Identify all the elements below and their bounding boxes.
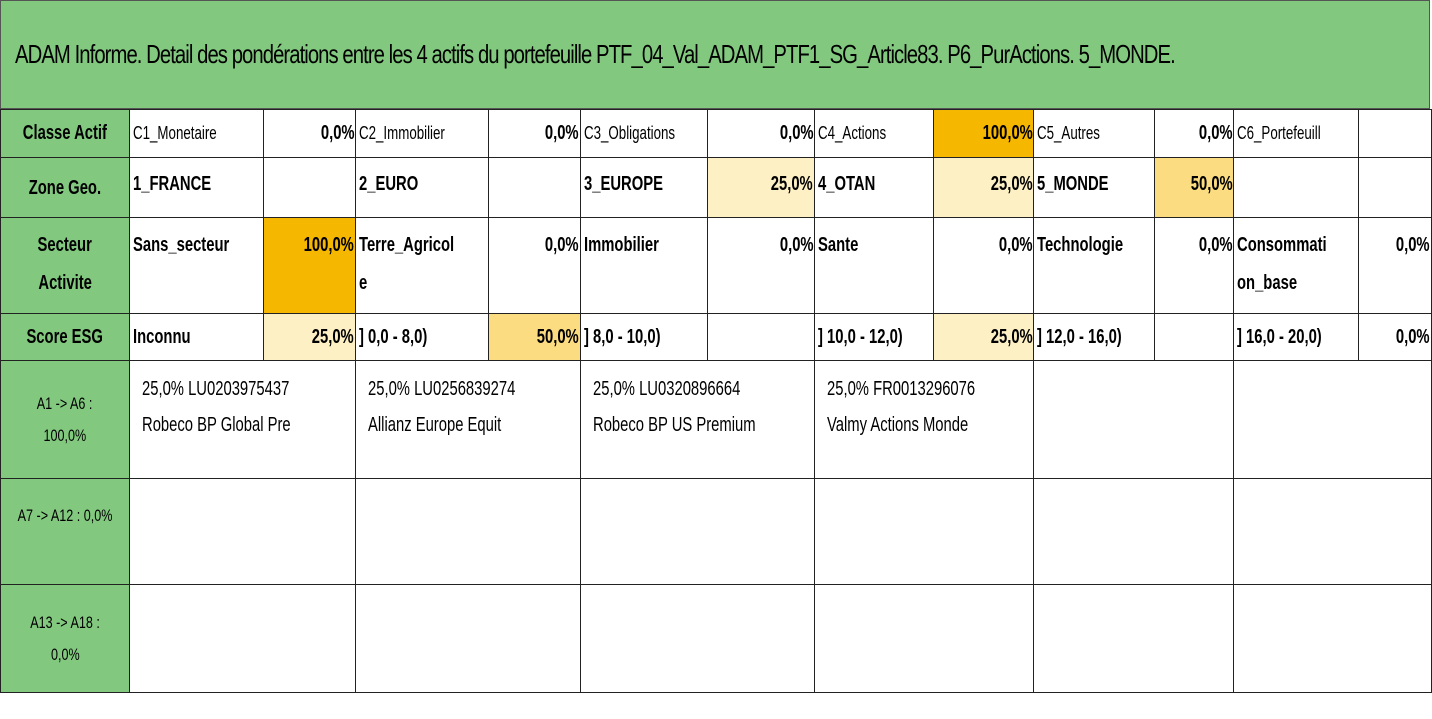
cell-zone-name[interactable]: 5_MONDE [1033,157,1155,218]
asset-cell-empty[interactable] [1033,478,1235,585]
cell-sector-pct[interactable]: 0,0% [1358,217,1432,314]
cell-class-pct[interactable]: 100,0% [932,109,1035,158]
report-title: ADAM Informe. Detail des pondérations en… [15,39,1176,69]
cell-sector-pct[interactable]: 0,0% [706,217,816,314]
cell-class-pct[interactable]: 0,0% [1153,109,1235,158]
cell-esg-name[interactable]: Inconnu [129,313,265,361]
cell-sector-name[interactable]: Immobilier [579,217,708,314]
cell-zone-name[interactable]: 1_FRANCE [129,157,265,218]
cell-sector-name[interactable]: Consommati on_base [1233,217,1360,314]
row-label-assets-a13-a18[interactable]: A13 -> A18 :0,0% [0,584,131,693]
cell-esg-name[interactable]: ] 0,0 - 8,0) [355,313,489,361]
row-classe-actif: Classe Actif C1_Monetaire 0,0% C2_Immobi… [0,109,1432,158]
cell-esg-pct[interactable]: 50,0% [487,313,581,361]
cell-class-pct[interactable]: 0,0% [487,109,581,158]
asset-cell-empty[interactable] [1033,584,1235,693]
cell-class-pct[interactable]: 0,0% [263,109,357,158]
cell-esg-name[interactable]: ] 16,0 - 20,0) [1233,313,1360,361]
cell-sector-pct[interactable]: 100,0% [263,217,357,314]
asset-cell-empty[interactable] [1233,478,1432,585]
cell-zone-pct[interactable] [1358,157,1432,218]
cell-zone-name[interactable]: 2_EURO [355,157,489,218]
cell-esg-name[interactable]: ] 10,0 - 12,0) [814,313,934,361]
row-secteur-activite: Secteur Activite Sans_secteur 100,0% Ter… [0,217,1432,314]
row-assets-a1-a6: A1 -> A6 :100,0% 25,0% LU0203975437 Robec… [0,360,1432,479]
asset-cell-empty[interactable] [1233,584,1432,693]
cell-zone-pct[interactable] [263,157,357,218]
row-label-assets-a7-a12[interactable]: A7 -> A12 : 0,0% [0,478,131,585]
cell-sector-name[interactable]: Technologie [1033,217,1155,314]
cell-zone-name[interactable]: 4_OTAN [814,157,934,218]
cell-esg-pct[interactable] [1153,313,1235,361]
row-label-classe-actif[interactable]: Classe Actif [0,109,131,158]
cell-esg-pct[interactable]: 0,0% [1358,313,1432,361]
cell-class-name[interactable]: C2_Immobilier [355,109,489,158]
asset-cell-empty[interactable] [814,478,1035,585]
asset-cell-empty[interactable] [129,478,357,585]
cell-zone-pct[interactable]: 25,0% [932,157,1035,218]
row-zone-geo: Zone Geo. 1_FRANCE 2_EURO 3_EUROPE 25,0%… [0,157,1432,218]
asset-cell-empty[interactable] [355,584,581,693]
cell-zone-pct[interactable]: 25,0% [706,157,816,218]
cell-class-name[interactable]: C3_Obligations [579,109,708,158]
cell-class-name[interactable]: C1_Monetaire [129,109,265,158]
cell-sector-pct[interactable]: 0,0% [932,217,1035,314]
asset-cell[interactable]: 25,0% LU0256839274 Allianz Europe Equit [355,360,581,479]
row-label-secteur[interactable]: Secteur Activite [0,217,131,314]
weights-grid: Classe Actif C1_Monetaire 0,0% C2_Immobi… [0,109,1432,693]
cell-sector-pct[interactable]: 0,0% [1153,217,1235,314]
row-assets-a7-a12: A7 -> A12 : 0,0% [0,478,1432,585]
cell-zone-name[interactable] [1233,157,1360,218]
cell-esg-name[interactable]: ] 12,0 - 16,0) [1033,313,1155,361]
asset-cell-empty[interactable] [579,478,816,585]
cell-esg-pct[interactable]: 25,0% [932,313,1035,361]
cell-class-pct[interactable]: 0,0% [706,109,816,158]
asset-cell[interactable]: 25,0% FR0013296076 Valmy Actions Monde [814,360,1035,479]
row-score-esg: Score ESG Inconnu 25,0% ] 0,0 - 8,0) 50,… [0,313,1432,361]
cell-sector-name[interactable]: Sante [814,217,934,314]
asset-cell[interactable]: 25,0% LU0203975437 Robeco BP Global Pre [129,360,357,479]
row-assets-a13-a18: A13 -> A18 :0,0% [0,584,1432,693]
cell-sector-name[interactable]: Terre_Agricol e [355,217,489,314]
cell-zone-pct[interactable] [487,157,581,218]
asset-cell-empty[interactable] [129,584,357,693]
asset-cell-empty[interactable] [1033,360,1235,479]
cell-sector-name[interactable]: Sans_secteur [129,217,265,314]
asset-cell-empty[interactable] [814,584,1035,693]
cell-class-pct[interactable] [1358,109,1432,158]
cell-class-name[interactable]: C4_Actions [814,109,934,158]
asset-cell-empty[interactable] [355,478,581,585]
cell-esg-pct[interactable] [706,313,816,361]
row-label-assets-a1-a6[interactable]: A1 -> A6 :100,0% [0,360,131,479]
cell-class-name[interactable]: C5_Autres [1033,109,1155,158]
row-label-zone-geo[interactable]: Zone Geo. [0,157,131,218]
asset-cell-empty[interactable] [579,584,816,693]
report-title-bar: ADAM Informe. Detail des pondérations en… [0,0,1430,109]
cell-zone-pct[interactable]: 50,0% [1153,157,1235,218]
asset-cell-empty[interactable] [1233,360,1432,479]
cell-sector-pct[interactable]: 0,0% [487,217,581,314]
cell-zone-name[interactable]: 3_EUROPE [579,157,708,218]
cell-esg-name[interactable]: ] 8,0 - 10,0) [579,313,708,361]
asset-cell[interactable]: 25,0% LU0320896664 Robeco BP US Premium [579,360,816,479]
cell-esg-pct[interactable]: 25,0% [263,313,357,361]
row-label-score-esg[interactable]: Score ESG [0,313,131,361]
cell-class-name[interactable]: C6_Portefeuill [1233,109,1360,158]
